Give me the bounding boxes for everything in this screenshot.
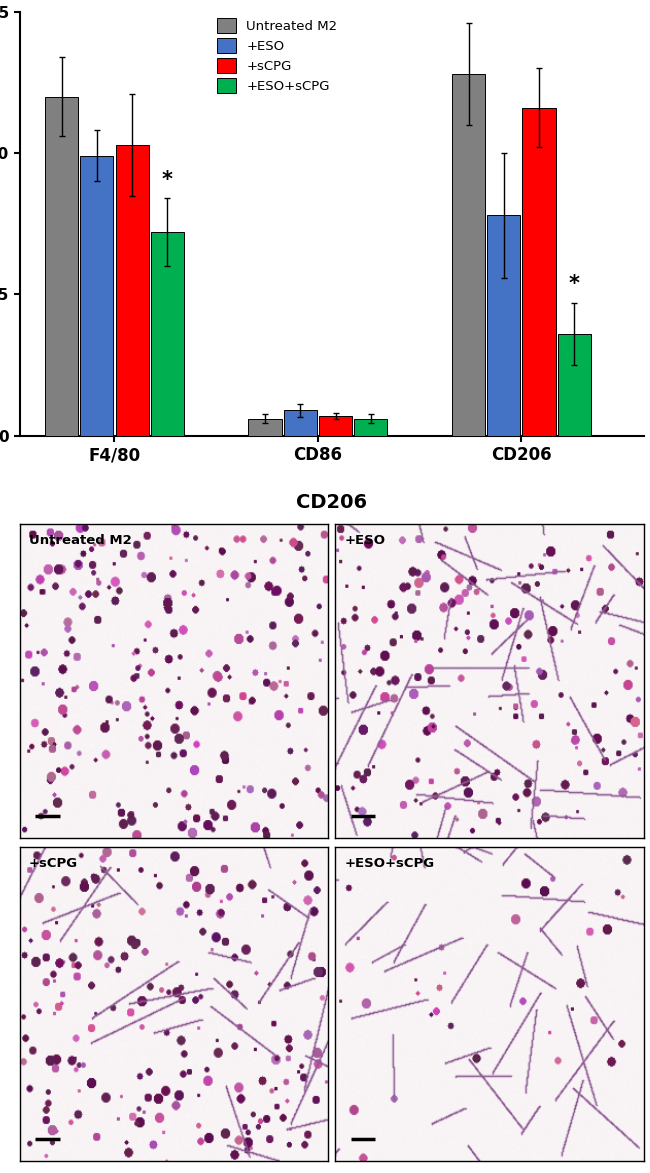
Bar: [354, 419, 387, 436]
Text: Untreated M2: Untreated M2: [29, 534, 131, 547]
Text: +ESO+sCPG: +ESO+sCPG: [344, 856, 435, 870]
Text: CD206: CD206: [296, 494, 367, 513]
Bar: [319, 416, 352, 436]
Legend: Untreated M2, +ESO, +sCPG, +ESO+sCPG: Untreated M2, +ESO, +sCPG, +ESO+sCPG: [213, 14, 341, 97]
Bar: [151, 232, 184, 436]
Bar: [488, 216, 521, 436]
Bar: [523, 108, 556, 436]
Bar: [248, 419, 281, 436]
Bar: [452, 74, 485, 436]
Text: +ESO: +ESO: [344, 534, 385, 547]
Bar: [283, 411, 317, 436]
Text: +sCPG: +sCPG: [29, 856, 78, 870]
Bar: [45, 96, 78, 436]
Bar: [558, 334, 591, 436]
Bar: [80, 156, 113, 436]
Bar: [116, 144, 149, 436]
Text: *: *: [569, 274, 580, 294]
Text: *: *: [162, 170, 173, 190]
